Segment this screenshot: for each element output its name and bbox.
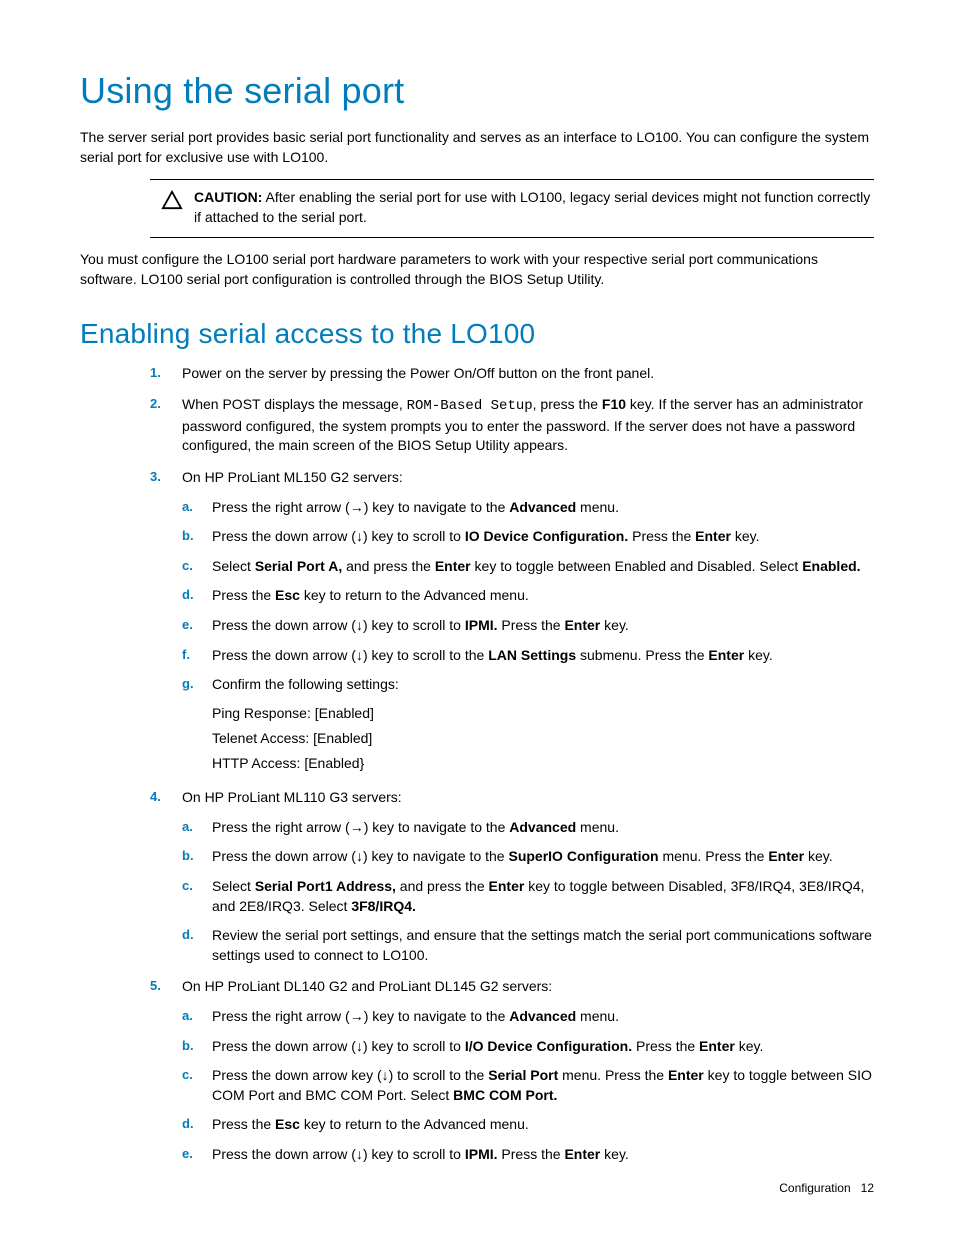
step-text: On HP ProLiant ML150 G2 servers:	[182, 469, 403, 485]
setting-line: HTTP Access: [Enabled}	[212, 751, 874, 776]
substeps-list: a.Press the right arrow (→) key to navig…	[182, 1007, 874, 1165]
step-5: 5. On HP ProLiant DL140 G2 and ProLiant …	[150, 977, 874, 1164]
substep-b: b.Press the down arrow (↓) key to scroll…	[182, 527, 874, 547]
heading-h1: Using the serial port	[80, 70, 874, 112]
caution-triangle-icon	[150, 188, 194, 227]
substep-b: b.Press the down arrow (↓) key to naviga…	[182, 847, 874, 867]
step-text: On HP ProLiant ML110 G3 servers:	[182, 789, 402, 805]
substep-c: c.Select Serial Port1 Address, and press…	[182, 877, 874, 916]
substep-d: d.Review the serial port settings, and e…	[182, 926, 874, 965]
page-footer: Configuration 12	[779, 1181, 874, 1195]
substep-b: b.Press the down arrow (↓) key to scroll…	[182, 1037, 874, 1057]
step-4: 4. On HP ProLiant ML110 G3 servers: a.Pr…	[150, 788, 874, 965]
document-page: Using the serial port The server serial …	[0, 0, 954, 1235]
key-name: F10	[602, 396, 626, 412]
step-number: 2.	[150, 395, 161, 413]
intro-paragraph-2: You must configure the LO100 serial port…	[80, 250, 874, 289]
footer-section: Configuration	[779, 1181, 850, 1195]
substep-d: d.Press the Esc key to return to the Adv…	[182, 586, 874, 606]
substep-g: g.Confirm the following settings: Ping R…	[182, 675, 874, 776]
monospace-text: ROM-Based Setup	[407, 398, 533, 414]
substep-d: d.Press the Esc key to return to the Adv…	[182, 1115, 874, 1135]
setting-line: Telenet Access: [Enabled]	[212, 726, 874, 751]
substeps-list: a.Press the right arrow (→) key to navig…	[182, 498, 874, 777]
caution-text: CAUTION: After enabling the serial port …	[194, 188, 874, 227]
step-number: 3.	[150, 468, 161, 486]
step-text: On HP ProLiant DL140 G2 and ProLiant DL1…	[182, 978, 552, 994]
steps-list: 1. Power on the server by pressing the P…	[150, 364, 874, 1165]
caution-callout: CAUTION: After enabling the serial port …	[150, 179, 874, 238]
substep-c: c.Press the down arrow key (↓) to scroll…	[182, 1066, 874, 1105]
step-3: 3. On HP ProLiant ML150 G2 servers: a.Pr…	[150, 468, 874, 776]
footer-page-number: 12	[861, 1181, 874, 1195]
intro-paragraph-1: The server serial port provides basic se…	[80, 128, 874, 167]
step-1: 1. Power on the server by pressing the P…	[150, 364, 874, 384]
step-number: 5.	[150, 977, 161, 995]
step-text: When POST displays the message, ROM-Base…	[182, 396, 863, 453]
caution-body: After enabling the serial port for use w…	[194, 189, 870, 225]
substep-a: a.Press the right arrow (→) key to navig…	[182, 818, 874, 838]
substep-e: e.Press the down arrow (↓) key to scroll…	[182, 616, 874, 636]
substeps-list: a.Press the right arrow (→) key to navig…	[182, 818, 874, 966]
settings-values: Ping Response: [Enabled] Telenet Access:…	[212, 701, 874, 777]
step-text: Power on the server by pressing the Powe…	[182, 365, 654, 381]
caution-label: CAUTION:	[194, 189, 262, 205]
setting-line: Ping Response: [Enabled]	[212, 701, 874, 726]
heading-h2: Enabling serial access to the LO100	[80, 318, 874, 350]
step-2: 2. When POST displays the message, ROM-B…	[150, 395, 874, 456]
substep-c: c.Select Serial Port A, and press the En…	[182, 557, 874, 577]
step-number: 4.	[150, 788, 161, 806]
substep-a: a.Press the right arrow (→) key to navig…	[182, 1007, 874, 1027]
substep-f: f.Press the down arrow (↓) key to scroll…	[182, 646, 874, 666]
step-number: 1.	[150, 364, 161, 382]
substep-a: a.Press the right arrow (→) key to navig…	[182, 498, 874, 518]
substep-e: e.Press the down arrow (↓) key to scroll…	[182, 1145, 874, 1165]
